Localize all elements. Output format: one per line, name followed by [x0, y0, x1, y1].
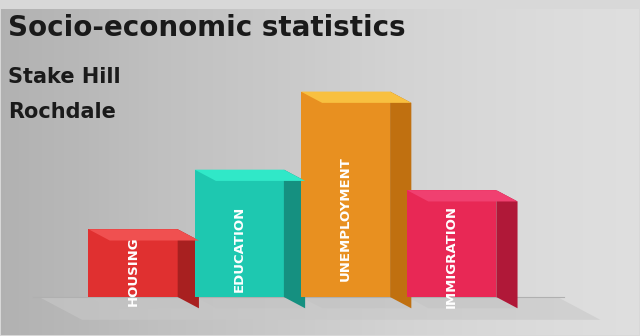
Polygon shape [301, 92, 412, 103]
Text: Rochdale: Rochdale [8, 101, 116, 122]
Text: UNEMPLOYMENT: UNEMPLOYMENT [339, 157, 352, 281]
Polygon shape [178, 229, 199, 308]
Polygon shape [88, 297, 199, 308]
Polygon shape [496, 190, 518, 308]
Text: HOUSING: HOUSING [127, 237, 140, 306]
Polygon shape [407, 297, 518, 308]
Text: IMMIGRATION: IMMIGRATION [445, 205, 458, 308]
Polygon shape [40, 297, 600, 320]
Polygon shape [195, 170, 284, 297]
Polygon shape [284, 170, 305, 308]
Polygon shape [407, 190, 496, 297]
Polygon shape [195, 170, 305, 181]
Polygon shape [195, 297, 305, 308]
Polygon shape [301, 297, 412, 308]
Polygon shape [88, 229, 199, 241]
Text: EDUCATION: EDUCATION [233, 206, 246, 292]
Text: Stake Hill: Stake Hill [8, 67, 120, 87]
Polygon shape [390, 92, 412, 308]
Polygon shape [301, 92, 390, 297]
Polygon shape [407, 190, 518, 202]
Polygon shape [88, 229, 178, 297]
Text: Socio-economic statistics: Socio-economic statistics [8, 14, 405, 42]
